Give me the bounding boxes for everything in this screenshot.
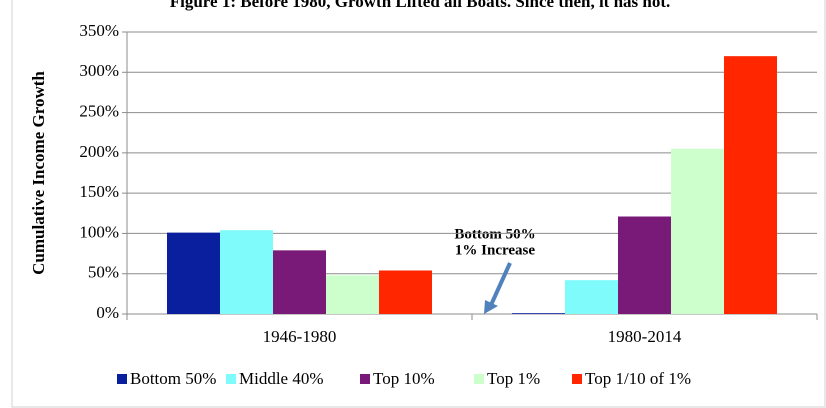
y-tick-label: 350% <box>79 21 119 40</box>
annotation-line: Bottom 50% <box>454 226 535 242</box>
x-tick-label: 1946-1980 <box>263 327 337 346</box>
y-tick-label: 0% <box>96 303 119 322</box>
bar <box>671 148 724 314</box>
bar <box>724 56 777 315</box>
legend-label: Middle 40% <box>239 369 324 388</box>
x-tick-label: 1980-2014 <box>608 327 682 346</box>
legend-swatch <box>360 374 370 384</box>
chart-title: Figure 1: Before 1980, Growth Lifted all… <box>170 0 671 11</box>
y-tick-label: 250% <box>79 101 119 120</box>
y-tick-label: 300% <box>79 61 119 80</box>
y-tick-label: 150% <box>79 182 119 201</box>
annotation: Bottom 50% 1% Increase <box>454 226 535 258</box>
legend-label: Top 1/10 of 1% <box>585 369 691 388</box>
legend-swatch <box>117 374 127 384</box>
annotation-arrow <box>489 262 512 306</box>
bar <box>167 232 220 314</box>
bar <box>326 275 379 314</box>
bar <box>512 313 565 314</box>
y-tick-label: 100% <box>79 222 119 241</box>
annotation-line: 1% Increase <box>455 242 535 258</box>
bar <box>618 216 671 314</box>
y-tick-label: 200% <box>79 142 119 161</box>
chart-frame <box>11 0 826 408</box>
bar <box>273 250 326 314</box>
legend-label: Top 1% <box>487 369 540 388</box>
bar <box>565 280 618 314</box>
bar <box>379 270 432 314</box>
y-tick-label: 50% <box>88 263 119 282</box>
legend-label: Top 10% <box>373 369 435 388</box>
bar <box>220 230 273 314</box>
legend-label: Bottom 50% <box>130 369 216 388</box>
y-axis-label: Cumulative Income Growth <box>29 71 48 275</box>
annotation-arrowhead <box>484 300 498 314</box>
legend-swatch <box>474 374 484 384</box>
legend-swatch <box>226 374 236 384</box>
legend-swatch <box>572 374 582 384</box>
